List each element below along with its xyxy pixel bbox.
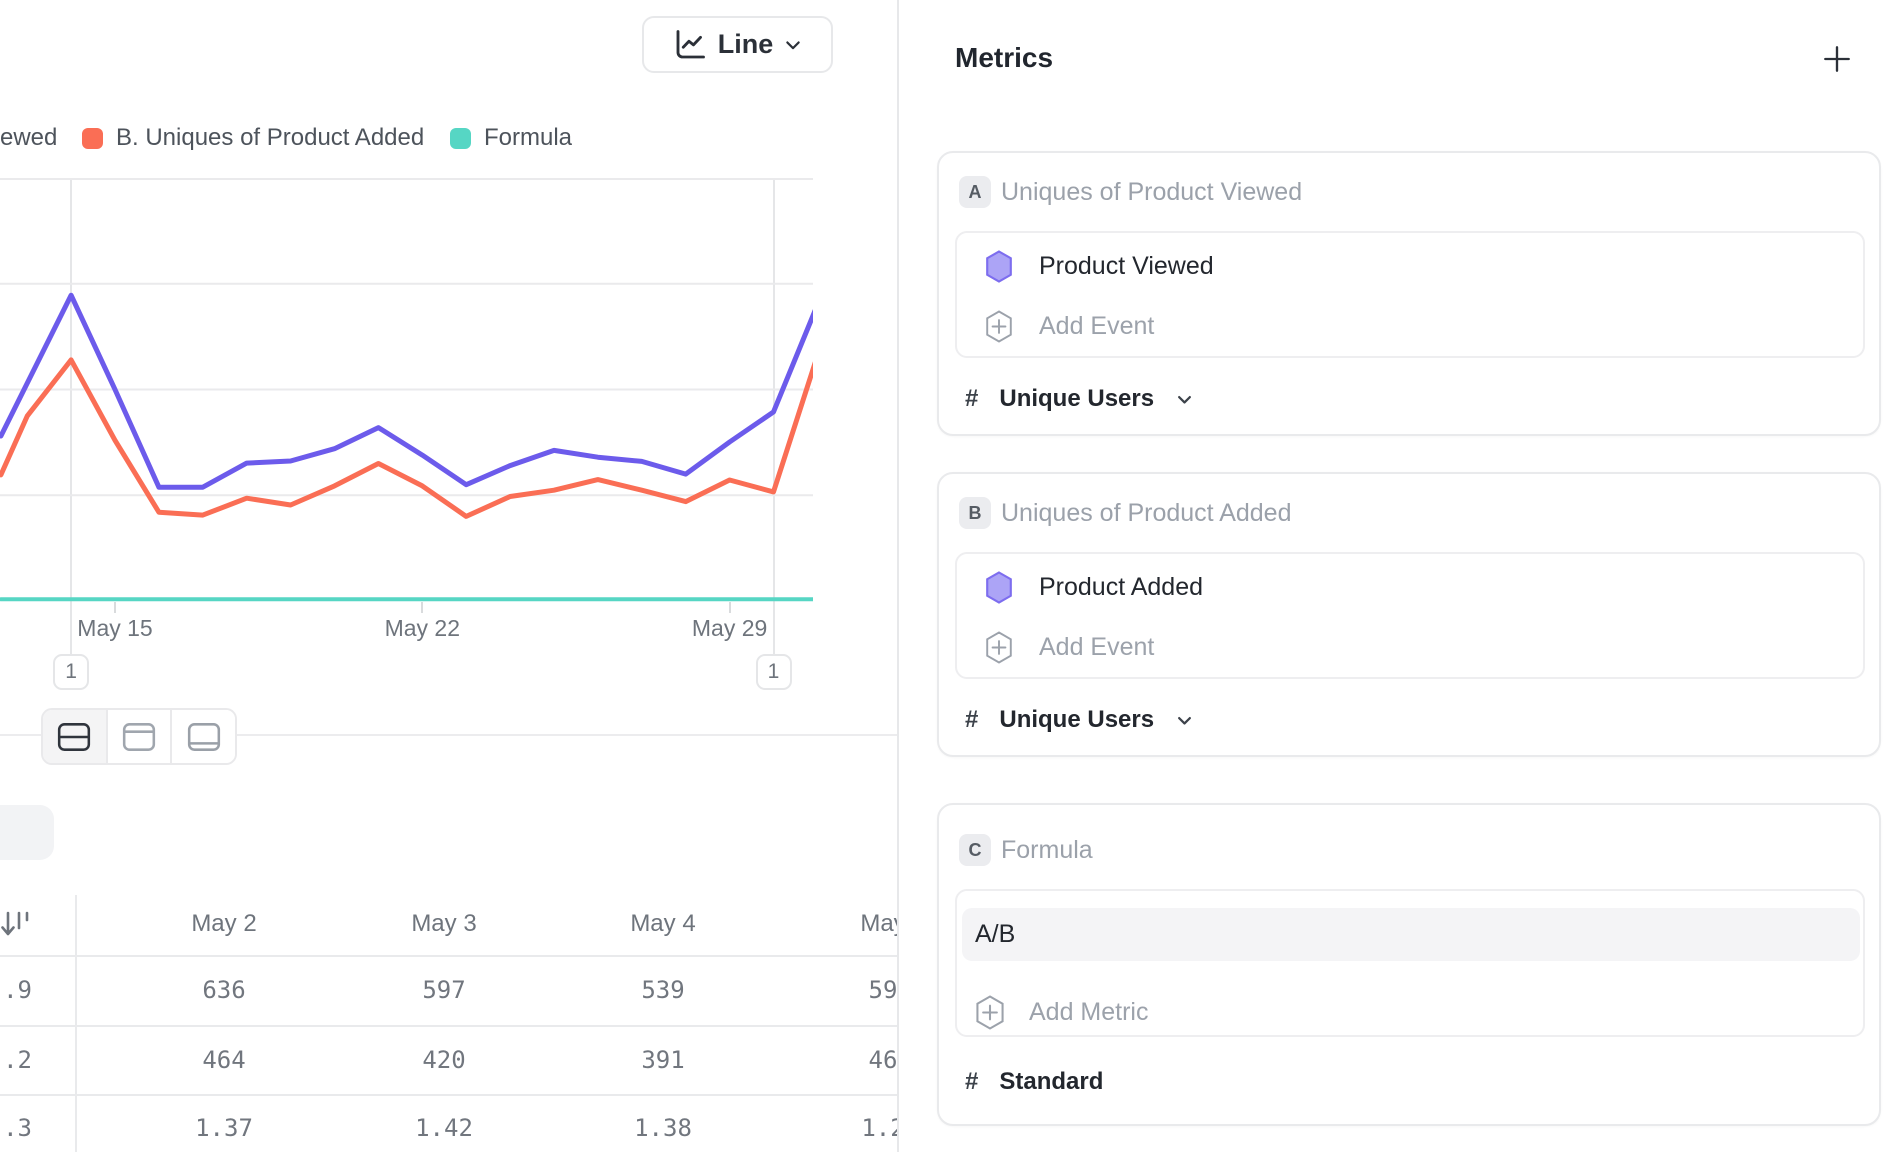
chevron-down-icon xyxy=(1175,711,1194,730)
annotation-line xyxy=(70,178,73,655)
measure-label: Unique Users xyxy=(999,706,1155,733)
chart-legend: ewed B. Uniques of Product Added Formula xyxy=(0,124,897,156)
line-chart xyxy=(0,178,813,602)
table-cell: 1.2 xyxy=(861,1114,897,1142)
event-box: Product Added Add Event xyxy=(955,552,1865,679)
event-row[interactable]: Product Added xyxy=(957,556,1863,619)
table-frozen-cell: .2 xyxy=(3,1045,32,1074)
view-toggle-panel-top-icon[interactable] xyxy=(107,710,173,763)
table-cell: 391 xyxy=(641,1045,685,1074)
legend-item-product-added[interactable]: B. Uniques of Product Added xyxy=(82,124,424,152)
chart-type-label: Line xyxy=(717,29,774,59)
metrics-panel: Metrics A Uniques of Product Viewed Prod… xyxy=(897,0,1898,1152)
event-hexagon-icon xyxy=(984,249,1014,284)
table-frozen-cell: .9 xyxy=(3,976,32,1004)
axis-tick xyxy=(114,602,116,613)
annotation-line xyxy=(772,178,775,655)
table-cell: 1.37 xyxy=(195,1114,253,1142)
table-header-cell[interactable]: May 2 xyxy=(191,910,257,937)
row-divider xyxy=(0,955,897,957)
event-row[interactable]: Product Viewed xyxy=(957,235,1863,298)
add-metric-hexagon-icon xyxy=(974,994,1006,1031)
metric-card-a: A Uniques of Product Viewed Product View… xyxy=(937,151,1881,436)
row-divider xyxy=(0,1024,897,1027)
metric-card-c: C Formula A/B Add Metric # Standard xyxy=(937,803,1881,1126)
axis-tick xyxy=(421,602,424,613)
chart-type-button[interactable]: Line xyxy=(642,16,833,73)
metric-title: Formula xyxy=(1001,835,1093,864)
row-divider xyxy=(0,1094,897,1096)
table-cell: 597 xyxy=(422,976,466,1004)
table-header-cell[interactable]: May 4 xyxy=(630,910,696,937)
table-cell: 420 xyxy=(422,1045,466,1074)
frozen-column-divider xyxy=(75,895,77,1152)
table-cell: 464 xyxy=(202,1045,246,1074)
add-event-hexagon-icon xyxy=(984,630,1014,665)
view-toggle-panel-bottom-icon[interactable] xyxy=(172,710,236,763)
sort-descending-icon[interactable] xyxy=(0,906,34,947)
measure-dropdown[interactable]: # Standard xyxy=(965,1068,1103,1096)
table-header-cell[interactable]: May 3 xyxy=(411,910,477,937)
table-cell: 636 xyxy=(202,976,246,1004)
x-axis-label: May 15 xyxy=(77,615,153,641)
add-event-row[interactable]: Add Event xyxy=(957,295,1863,358)
event-name: Product Viewed xyxy=(1039,252,1214,280)
view-toggle-split-horizontal-icon[interactable] xyxy=(43,710,108,763)
hash-icon: # xyxy=(965,1068,979,1095)
add-event-hexagon-icon xyxy=(984,309,1014,344)
chart-pane: Line ewed B. Uniques of Product Added Fo… xyxy=(0,0,897,1152)
x-axis-label: May 29 xyxy=(691,615,768,641)
measure-label: Standard xyxy=(999,1068,1104,1095)
measure-label: Unique Users xyxy=(999,385,1155,412)
event-name: Product Added xyxy=(1039,573,1204,601)
legend-swatch xyxy=(450,127,471,149)
x-axis-label: May 22 xyxy=(384,615,461,641)
hash-icon: # xyxy=(965,706,979,733)
chevron-down-icon xyxy=(1175,390,1194,409)
add-metric-label: Add Metric xyxy=(1029,997,1149,1026)
add-event-label: Add Event xyxy=(1039,312,1155,340)
results-table: May 2 May 3 May 4 May .9 636 597 539 59 .2 464 420 3… xyxy=(0,893,897,1152)
table-cell: 1.42 xyxy=(415,1114,473,1142)
chevron-down-icon xyxy=(783,35,803,55)
table-cell: 46 xyxy=(868,1045,897,1074)
line-chart-icon xyxy=(672,27,708,63)
section-divider xyxy=(0,734,897,736)
measure-dropdown[interactable]: # Unique Users xyxy=(965,706,1194,734)
panel-title: Metrics xyxy=(955,42,1054,73)
table-header-cell[interactable]: May xyxy=(860,910,897,937)
table-cell: 1.38 xyxy=(634,1114,692,1142)
view-toggle xyxy=(41,708,237,765)
metric-badge: B xyxy=(959,497,991,529)
add-metric-row[interactable]: Add Metric xyxy=(957,987,1863,1037)
metric-badge: A xyxy=(959,176,991,208)
hash-icon: # xyxy=(965,385,979,412)
metric-card-b: B Uniques of Product Added Product Added… xyxy=(937,472,1881,757)
annotation-badge[interactable]: 1 xyxy=(53,654,90,690)
legend-item-clipped[interactable]: ewed xyxy=(0,124,58,151)
clipped-chip-button[interactable] xyxy=(0,805,54,860)
series-line xyxy=(0,292,813,490)
add-metric-plus-icon[interactable] xyxy=(1820,42,1854,76)
axis-tick xyxy=(728,602,731,613)
metric-badge: C xyxy=(959,834,991,866)
event-hexagon-icon xyxy=(984,570,1014,605)
add-event-label: Add Event xyxy=(1039,633,1155,661)
series-line xyxy=(0,357,813,519)
annotation-badge[interactable]: 1 xyxy=(755,654,792,690)
legend-swatch xyxy=(82,127,103,149)
event-box: Product Viewed Add Event xyxy=(955,231,1865,358)
legend-item-formula[interactable]: Formula xyxy=(450,124,572,152)
table-frozen-cell: .3 xyxy=(3,1114,32,1142)
measure-dropdown[interactable]: # Unique Users xyxy=(965,385,1194,413)
metric-title: Uniques of Product Viewed xyxy=(1001,177,1303,206)
add-event-row[interactable]: Add Event xyxy=(957,616,1863,679)
metric-title: Uniques of Product Added xyxy=(1001,498,1292,527)
formula-box: A/B Add Metric xyxy=(955,889,1865,1037)
table-cell: 539 xyxy=(641,976,685,1004)
table-cell: 59 xyxy=(868,976,897,1004)
formula-input[interactable]: A/B xyxy=(962,908,1860,961)
